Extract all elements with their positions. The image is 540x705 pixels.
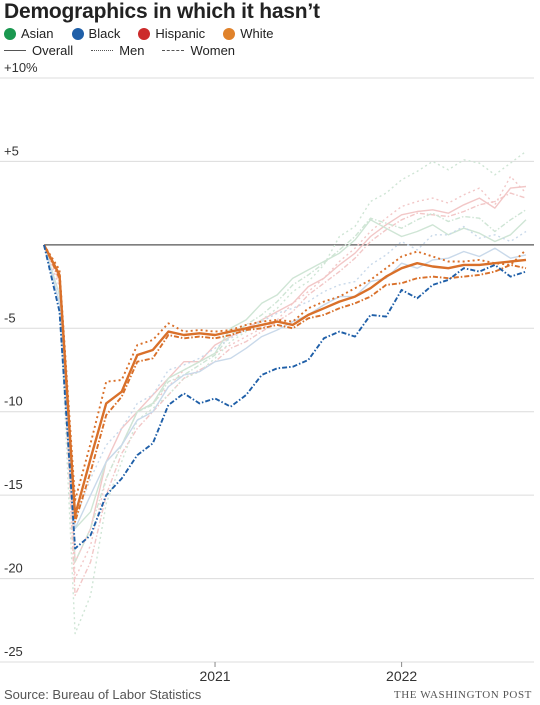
legend-black-label: Black: [88, 26, 121, 41]
asian-color-dot: [4, 27, 16, 40]
series-line-white-overall: [42, 244, 527, 517]
background-series-line: [43, 150, 527, 635]
legend-hispanic-label: Hispanic: [155, 26, 206, 41]
legend-overall-label: Overall: [32, 43, 74, 58]
legend-overall: Overall: [4, 43, 73, 58]
series-line-white-men: [43, 244, 527, 502]
background-series-line: [43, 192, 527, 596]
solid-line-swatch: [4, 50, 26, 51]
credit-line: THE WASHINGTON POST: [393, 689, 532, 701]
x-tick-label: 2021: [199, 668, 230, 684]
y-tick-label: -25: [4, 644, 23, 659]
background-series-line: [43, 175, 527, 580]
legend-groups: Asian Black Hispanic White: [4, 26, 291, 41]
legend-men: Men: [91, 43, 144, 58]
source-note: Source: Bureau of Labor Statistics: [4, 687, 202, 702]
y-tick-label: -10: [4, 394, 23, 409]
series-line-black-women: [43, 244, 527, 550]
hispanic-color-dot: [138, 27, 151, 40]
chart-title: Demographics in which it hasn’t: [4, 0, 320, 23]
y-tick-label: -20: [4, 561, 23, 576]
legend-white-label: White: [240, 26, 274, 41]
legend-styles: Overall Men Women: [4, 43, 253, 58]
y-tick-label: -5: [4, 310, 16, 325]
x-tick-label: 2022: [386, 668, 417, 684]
legend-hispanic: Hispanic: [138, 26, 205, 41]
legend-women-label: Women: [190, 43, 236, 58]
legend-asian-label: Asian: [21, 26, 54, 41]
dashdot-line-swatch: [162, 50, 185, 51]
series-line-white-women: [43, 244, 527, 523]
legend-men-label: Men: [119, 43, 145, 58]
legend-white: White: [223, 26, 273, 41]
dotted-line-swatch: [91, 50, 114, 51]
legend-black: Black: [71, 26, 121, 41]
background-series-line: [43, 225, 527, 521]
legend-women: Women: [162, 43, 235, 58]
black-color-dot: [71, 27, 84, 40]
background-series-line: [43, 185, 527, 563]
y-tick-label: +10%: [4, 60, 38, 75]
y-tick-label: -15: [4, 477, 23, 492]
legend-asian: Asian: [4, 26, 54, 41]
y-tick-label: +5: [4, 143, 19, 158]
white-color-dot: [223, 27, 236, 40]
background-series-line: [43, 209, 527, 563]
